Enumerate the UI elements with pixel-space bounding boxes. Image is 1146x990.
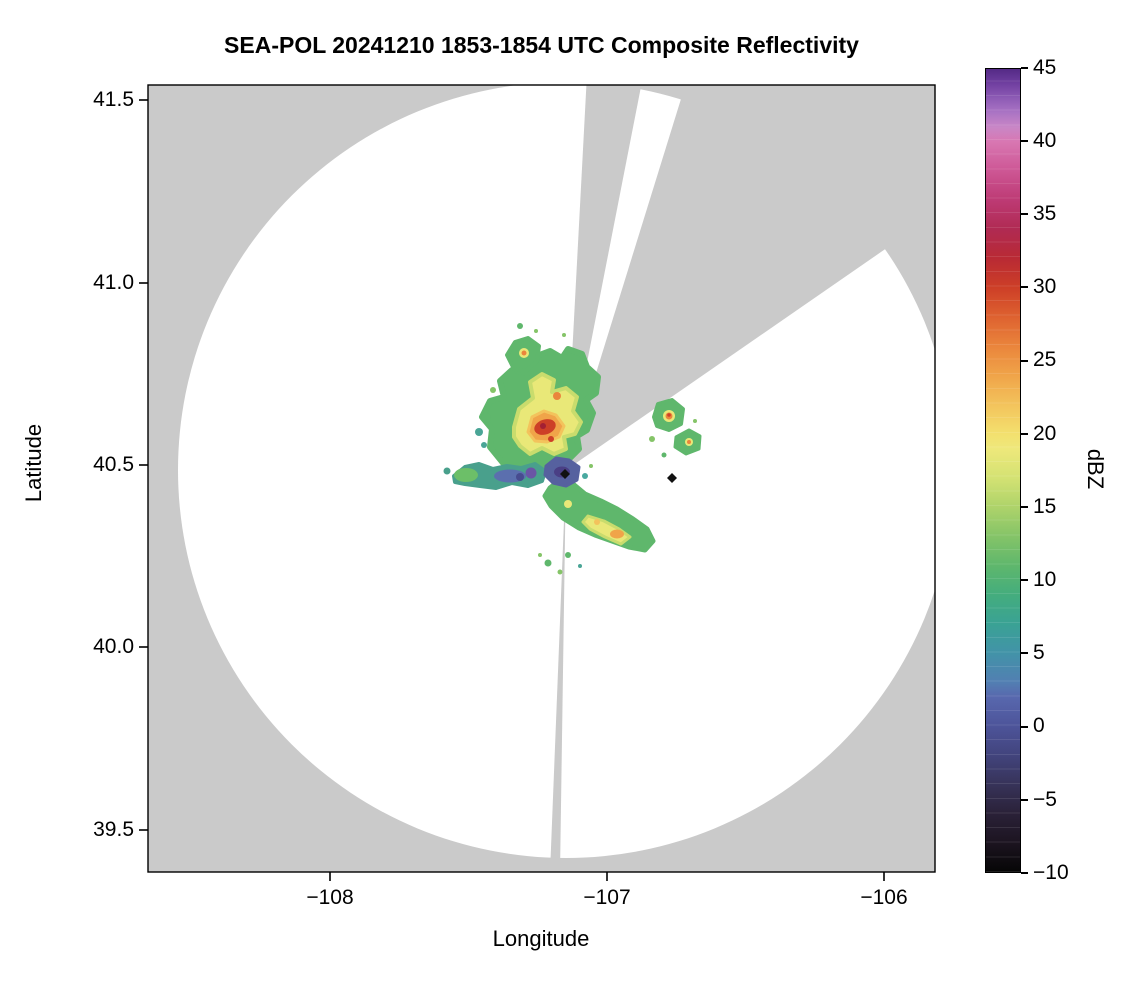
colorbar-label: dBZ xyxy=(1083,448,1108,490)
colorbar-tickmark xyxy=(1021,799,1028,801)
echo-main-storm xyxy=(475,323,601,473)
colorbar-tickmark xyxy=(1021,872,1028,874)
colorbar-tick-15: 15 xyxy=(1033,495,1057,518)
y-tick-40.5: 40.5 xyxy=(93,453,134,476)
echo-southeast-band xyxy=(538,477,656,575)
y-tick-41.5: 41.5 xyxy=(93,88,134,111)
colorbar-tickmark xyxy=(1021,67,1028,69)
x-tick--108: −108 xyxy=(306,886,354,909)
colorbar-tickmark xyxy=(1021,360,1028,362)
colorbar-tick-5: 5 xyxy=(1033,641,1045,664)
colorbar-tick-40: 40 xyxy=(1033,129,1057,152)
blocked-sector-northeast xyxy=(566,85,920,470)
radar-plot xyxy=(139,84,936,881)
colorbar-tickmark xyxy=(1021,579,1028,581)
colorbar-tickmark xyxy=(1021,213,1028,215)
colorbar-tickmark xyxy=(1021,286,1028,288)
site-marker-diamond-west xyxy=(560,469,570,479)
echo-east-cluster xyxy=(649,398,702,458)
y-tick-41.0: 41.0 xyxy=(93,271,134,294)
x-tick--106: −106 xyxy=(860,886,908,909)
colorbar-tick--5: −5 xyxy=(1033,788,1057,811)
plot-title: SEA-POL 20241210 1853-1854 UTC Composite… xyxy=(224,32,859,58)
echo-southwest-band xyxy=(443,462,547,490)
colorbar-tickmark xyxy=(1021,726,1028,728)
colorbar-tick--10: −10 xyxy=(1033,861,1069,884)
axis-tick-marks xyxy=(139,99,885,881)
colorbar-tickmark xyxy=(1021,506,1028,508)
echo-regions xyxy=(443,323,702,575)
colorbar-tick-20: 20 xyxy=(1033,422,1057,445)
colorbar-gradient xyxy=(985,68,1021,873)
y-axis-label: Latitude xyxy=(21,423,46,503)
colorbar-tickmark xyxy=(1021,140,1028,142)
colorbar-tickmark xyxy=(1021,652,1028,654)
colorbar-tick-25: 25 xyxy=(1033,348,1057,371)
colorbar-tick-30: 30 xyxy=(1033,275,1057,298)
colorbar-tick-45: 45 xyxy=(1033,56,1057,79)
y-tick-39.5: 39.5 xyxy=(93,818,134,841)
x-tick--107: −107 xyxy=(583,886,631,909)
plot-border xyxy=(147,84,936,873)
y-tick-40.0: 40.0 xyxy=(93,635,134,658)
colorbar-tick-35: 35 xyxy=(1033,202,1057,225)
site-marker-diamond-east xyxy=(667,473,677,483)
blocked-sector-south-notch xyxy=(550,470,566,872)
colorbar-level-bands xyxy=(986,69,1020,872)
colorbar-tickmark xyxy=(1021,433,1028,435)
colorbar-tick-10: 10 xyxy=(1033,568,1057,591)
colorbar-tick-0: 0 xyxy=(1033,714,1045,737)
x-axis-label: Longitude xyxy=(492,926,590,951)
